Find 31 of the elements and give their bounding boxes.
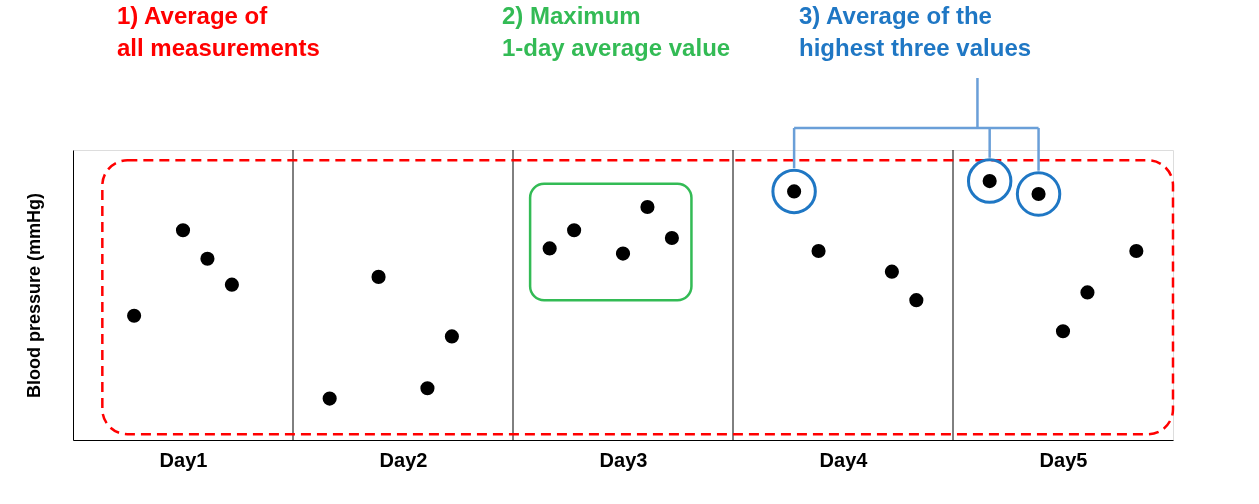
point (542, 241, 557, 256)
point (811, 243, 826, 259)
point (1080, 285, 1095, 300)
point (200, 251, 215, 266)
text: 2) Maximum 1-day average value (502, 2, 731, 61)
point (1015, 171, 1062, 217)
point (224, 277, 239, 292)
text: 3) Average of the highest three values (799, 2, 1032, 61)
text: 1) Average of all measurements (117, 2, 320, 61)
x-tick-label: Day4 (819, 448, 869, 471)
point (175, 223, 191, 238)
point (567, 223, 582, 238)
point (909, 293, 924, 308)
x-tick-label: Day1 (159, 448, 208, 471)
point (127, 308, 142, 323)
x-tick-label: Day2 (379, 448, 428, 471)
point (640, 199, 655, 215)
point (664, 230, 679, 246)
point (1129, 243, 1144, 259)
x-tick-label: Day3 (599, 448, 648, 471)
point (1055, 324, 1071, 339)
point (771, 168, 817, 215)
point (444, 329, 459, 344)
point (884, 264, 899, 279)
point (615, 246, 631, 261)
point (371, 269, 386, 284)
x-tick-label: Day5 (1039, 448, 1088, 471)
point (966, 158, 1013, 204)
point (420, 381, 435, 396)
point (322, 391, 337, 406)
y-axis-title: Blood pressure (mmHg) (23, 192, 44, 399)
